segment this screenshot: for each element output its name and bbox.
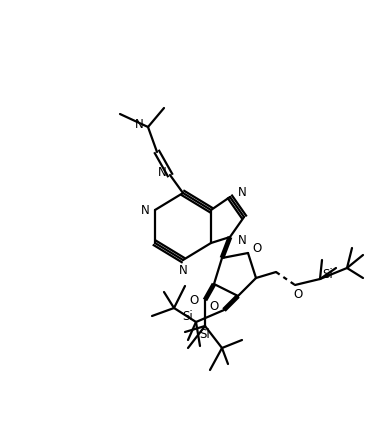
Text: O: O xyxy=(189,293,199,306)
Text: O: O xyxy=(293,288,303,301)
Text: N: N xyxy=(179,264,188,277)
Text: O: O xyxy=(209,300,219,313)
Text: O: O xyxy=(253,241,262,255)
Text: N: N xyxy=(238,186,246,198)
Text: N: N xyxy=(238,235,246,248)
Text: N: N xyxy=(141,203,149,216)
Text: N: N xyxy=(158,166,167,179)
Text: N: N xyxy=(134,119,143,132)
Text: Si: Si xyxy=(200,329,210,342)
Text: Si: Si xyxy=(183,310,193,323)
Text: Si: Si xyxy=(323,268,333,281)
